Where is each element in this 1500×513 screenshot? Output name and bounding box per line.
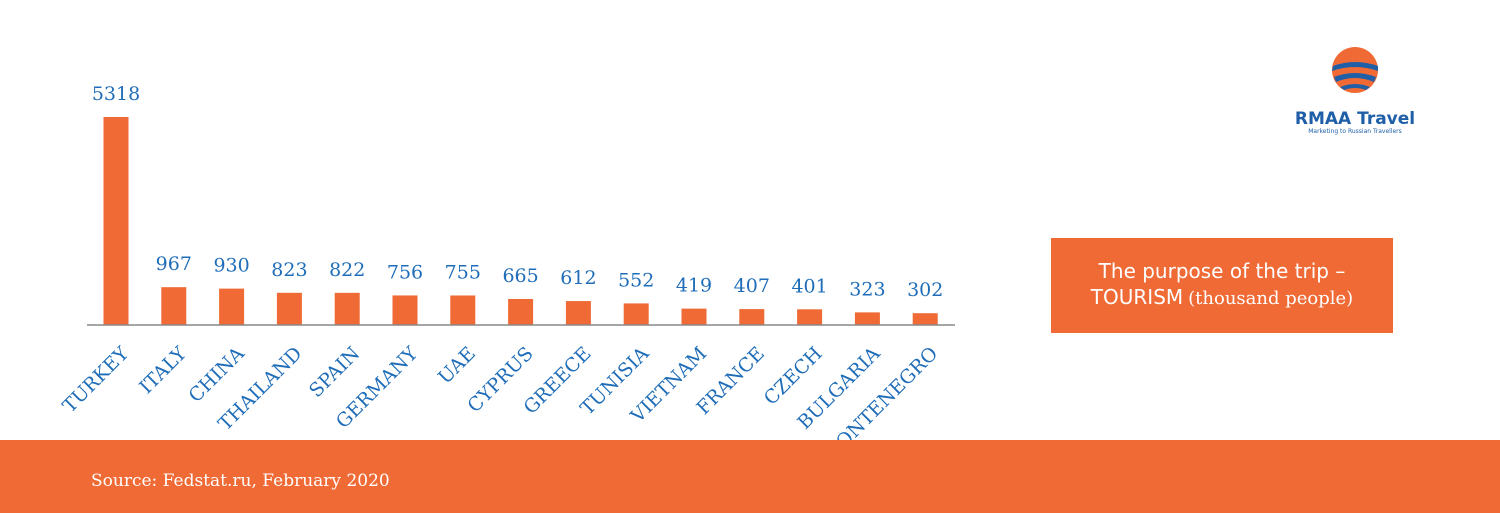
logo-stripe xyxy=(1332,62,1378,71)
value-label: 552 xyxy=(618,269,654,291)
value-label: 323 xyxy=(849,278,885,300)
value-label: 755 xyxy=(445,261,481,283)
title-line: TOURISM (thousand people) xyxy=(1090,285,1353,309)
unit: (thousand people) xyxy=(1188,288,1353,309)
bar xyxy=(103,117,129,325)
logo-tagline: Marketing to Russian Travellers xyxy=(1308,128,1402,135)
value-label: 823 xyxy=(271,259,307,281)
value-label: 407 xyxy=(734,275,770,297)
bar xyxy=(508,298,534,325)
value-label: 822 xyxy=(329,259,365,281)
value-label: 401 xyxy=(791,275,827,297)
bar xyxy=(854,312,880,325)
bar xyxy=(623,303,649,325)
value-label: 756 xyxy=(387,261,423,283)
footer xyxy=(0,440,1500,513)
logo-stripe xyxy=(1340,84,1370,90)
bar xyxy=(681,308,707,325)
bar xyxy=(565,301,591,325)
x-tick-label: ITALY xyxy=(135,342,191,398)
bar xyxy=(912,313,938,325)
bar xyxy=(276,292,302,325)
logo-globe xyxy=(1332,47,1378,93)
value-label: 5318 xyxy=(92,83,140,105)
bar xyxy=(739,309,765,325)
bar xyxy=(450,295,476,325)
source: Source: Fedstat.ru, February 2020 xyxy=(91,471,390,491)
value-label: 665 xyxy=(502,265,538,287)
x-tick-label: UAE xyxy=(434,343,480,389)
bar xyxy=(797,309,823,325)
value-label: 302 xyxy=(907,279,943,301)
value-label: 419 xyxy=(676,275,712,297)
chart-title: The purpose of the trip – xyxy=(1098,259,1346,283)
chart-title: TOURISM xyxy=(1090,285,1183,309)
logo-stripe xyxy=(1334,73,1376,82)
logo: RMAA Travel Marketing to Russian Travell… xyxy=(1295,47,1415,135)
value-label: 612 xyxy=(560,267,596,289)
bar xyxy=(161,287,187,325)
value-label: 967 xyxy=(156,253,192,275)
x-tick-label: TURKEY xyxy=(58,342,133,417)
plot: 5318TURKEY967ITALY930CHINA823THAILAND822… xyxy=(58,83,943,467)
bar xyxy=(392,295,418,325)
title-box xyxy=(1051,238,1393,333)
bar xyxy=(334,292,360,325)
logo-name: RMAA Travel xyxy=(1295,109,1415,129)
value-label: 930 xyxy=(213,255,249,277)
bar xyxy=(219,288,245,325)
